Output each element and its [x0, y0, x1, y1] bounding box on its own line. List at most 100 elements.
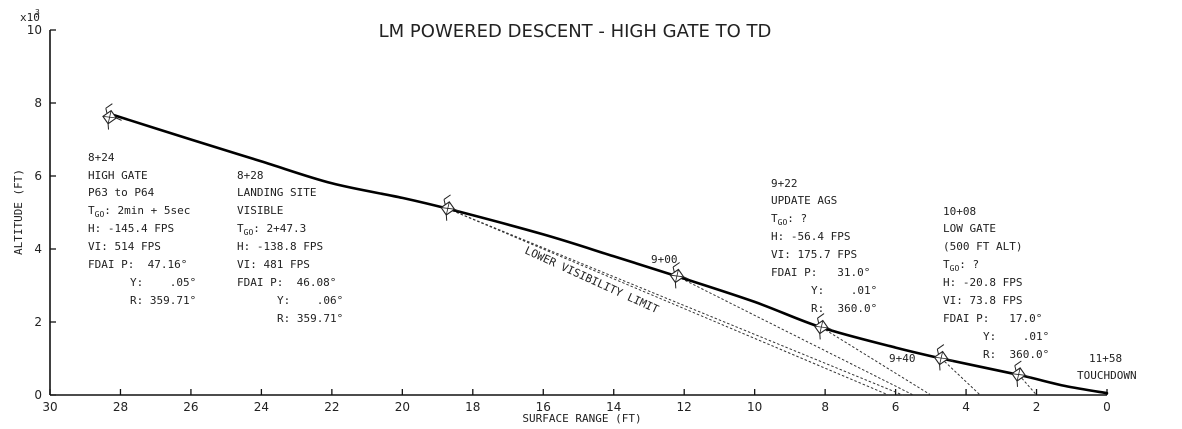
annotation-low-gate: 10+08 LOW GATE (500 FT ALT) TGO: ? H: -2… — [943, 205, 1049, 361]
x-ticks: 30 28 26 24 22 20 18 16 14 12 10 8 6 4 2 0 — [42, 389, 1111, 414]
tgo-sub: GO — [244, 228, 254, 237]
chart-title: LM POWERED DESCENT - HIGH GATE TO TD — [379, 21, 772, 42]
visibility-line — [676, 275, 914, 396]
low-gate-vi: VI: 73.8 FPS — [943, 294, 1022, 307]
annotation-high-gate: 8+24 HIGH GATE P63 to P64 TGO: 2min + 5s… — [88, 151, 196, 307]
tgo-sub: GO — [95, 210, 105, 219]
y-multiplier-exp: 3 — [35, 8, 40, 17]
time-9-40: 9+40 — [889, 352, 916, 365]
x-tick-label: 14 — [606, 400, 621, 414]
y-ticks: 0 2 4 6 8 10 — [27, 23, 56, 402]
high-gate-tgo-value: : 2min + 5sec — [104, 204, 190, 217]
x-tick-label: 6 — [892, 400, 900, 414]
update-ags-tgo-value: : ? — [787, 212, 807, 225]
x-tick-label: 18 — [465, 400, 480, 414]
lm-marker-icon — [669, 262, 690, 289]
landing-site-tgo-value: : 2+47.3 — [253, 222, 306, 235]
x-tick-label: 4 — [962, 400, 970, 414]
x-tick-label: 2 — [1033, 400, 1041, 414]
visibility-label: LOWER VISIBILITY LIMIT — [523, 244, 661, 316]
tgo-t: T — [943, 258, 950, 271]
update-ags-fdai-y: Y: .01° — [811, 284, 877, 297]
update-ags-time: 9+22 — [771, 177, 798, 190]
lm-marker-icon — [813, 313, 834, 340]
update-ags-fdai-p: FDAI P: 31.0° — [771, 266, 870, 279]
landing-site-label: LANDING SITE — [237, 186, 316, 199]
high-gate-fdai-r: R: 359.71° — [130, 294, 196, 307]
visibility-line — [447, 208, 889, 396]
update-ags-fdai-r: R: 360.0° — [811, 302, 877, 315]
high-gate-program: P63 to P64 — [88, 186, 155, 199]
x-tick-label: 16 — [536, 400, 551, 414]
high-gate-fdai-y: Y: .05° — [130, 276, 196, 289]
tgo-sub: GO — [950, 264, 960, 273]
lm-marker-icon — [933, 344, 954, 371]
landing-site-label2: VISIBLE — [237, 204, 283, 217]
low-gate-tgo: TGO: ? — [943, 258, 979, 273]
annotation-update-ags: 9+22 UPDATE AGS TGO: ? H: -56.4 FPS VI: … — [771, 177, 877, 315]
tgo-t: T — [771, 212, 778, 225]
high-gate-time: 8+24 — [88, 151, 115, 164]
annotation-landing-site: 8+28 LANDING SITE VISIBLE TGO: 2+47.3 H:… — [237, 169, 343, 325]
low-gate-h: H: -20.8 FPS — [943, 276, 1022, 289]
y-axis-label: ALTITUDE (FT) — [12, 169, 25, 255]
landing-site-vi: VI: 481 FPS — [237, 258, 310, 271]
low-gate-alt: (500 FT ALT) — [943, 240, 1022, 253]
y-tick-label: 6 — [34, 169, 42, 183]
y-tick-label: 10 — [27, 23, 42, 37]
x-tick-label: 20 — [395, 400, 410, 414]
tgo-sub: GO — [778, 218, 788, 227]
update-ags-label: UPDATE AGS — [771, 194, 837, 207]
landing-site-tgo: TGO: 2+47.3 — [237, 222, 306, 237]
x-tick-label: 28 — [113, 400, 128, 414]
high-gate-label: HIGH GATE — [88, 169, 148, 182]
visibility-line — [941, 358, 981, 396]
visibility-lines — [447, 208, 1037, 396]
low-gate-time: 10+08 — [943, 205, 976, 218]
lm-marker-icon — [102, 103, 122, 130]
lm-marker-icon — [440, 194, 461, 221]
lm-marker-icon — [1011, 360, 1031, 387]
visibility-line — [821, 327, 932, 396]
x-tick-label: 8 — [821, 400, 829, 414]
x-tick-label: 24 — [254, 400, 269, 414]
y-tick-label: 2 — [34, 315, 42, 329]
high-gate-fdai-p: FDAI P: 47.16° — [88, 258, 187, 271]
y-tick-label: 0 — [34, 388, 42, 402]
update-ags-vi: VI: 175.7 FPS — [771, 248, 857, 261]
high-gate-vi: VI: 514 FPS — [88, 240, 161, 253]
high-gate-h: H: -145.4 FPS — [88, 222, 174, 235]
x-tick-label: 0 — [1103, 400, 1111, 414]
landing-site-fdai-r: R: 359.71° — [277, 312, 343, 325]
time-9-00: 9+00 — [651, 253, 678, 266]
update-ags-tgo: TGO: ? — [771, 212, 807, 227]
x-tick-label: 22 — [324, 400, 339, 414]
y-multiplier: x10 — [20, 11, 40, 24]
x-tick-label: 10 — [747, 400, 762, 414]
annotation-touchdown: 11+58 TOUCHDOWN — [1077, 352, 1137, 382]
tgo-t: T — [88, 204, 95, 217]
landing-site-h: H: -138.8 FPS — [237, 240, 323, 253]
high-gate-tgo: TGO: 2min + 5sec — [88, 204, 190, 219]
y-tick-label: 4 — [34, 242, 42, 256]
landing-site-fdai-p: FDAI P: 46.08° — [237, 276, 336, 289]
low-gate-fdai-p: FDAI P: 17.0° — [943, 312, 1042, 325]
lm-markers — [102, 103, 1031, 387]
x-tick-label: 26 — [183, 400, 198, 414]
low-gate-tgo-value: : ? — [959, 258, 979, 271]
y-tick-label: 8 — [34, 96, 42, 110]
low-gate-fdai-y: Y: .01° — [983, 330, 1049, 343]
low-gate-fdai-r: R: 360.0° — [983, 348, 1049, 361]
visibility-line — [447, 208, 903, 396]
low-gate-label: LOW GATE — [943, 222, 996, 235]
tgo-t: T — [237, 222, 244, 235]
landing-site-time: 8+28 — [237, 169, 264, 182]
touchdown-label: TOUCHDOWN — [1077, 369, 1137, 382]
landing-site-fdai-y: Y: .06° — [277, 294, 343, 307]
x-axis-label: SURFACE RANGE (FT) — [522, 412, 641, 425]
trajectory-line — [108, 112, 1109, 395]
update-ags-h: H: -56.4 FPS — [771, 230, 850, 243]
touchdown-time: 11+58 — [1089, 352, 1122, 365]
x-tick-label: 12 — [677, 400, 692, 414]
